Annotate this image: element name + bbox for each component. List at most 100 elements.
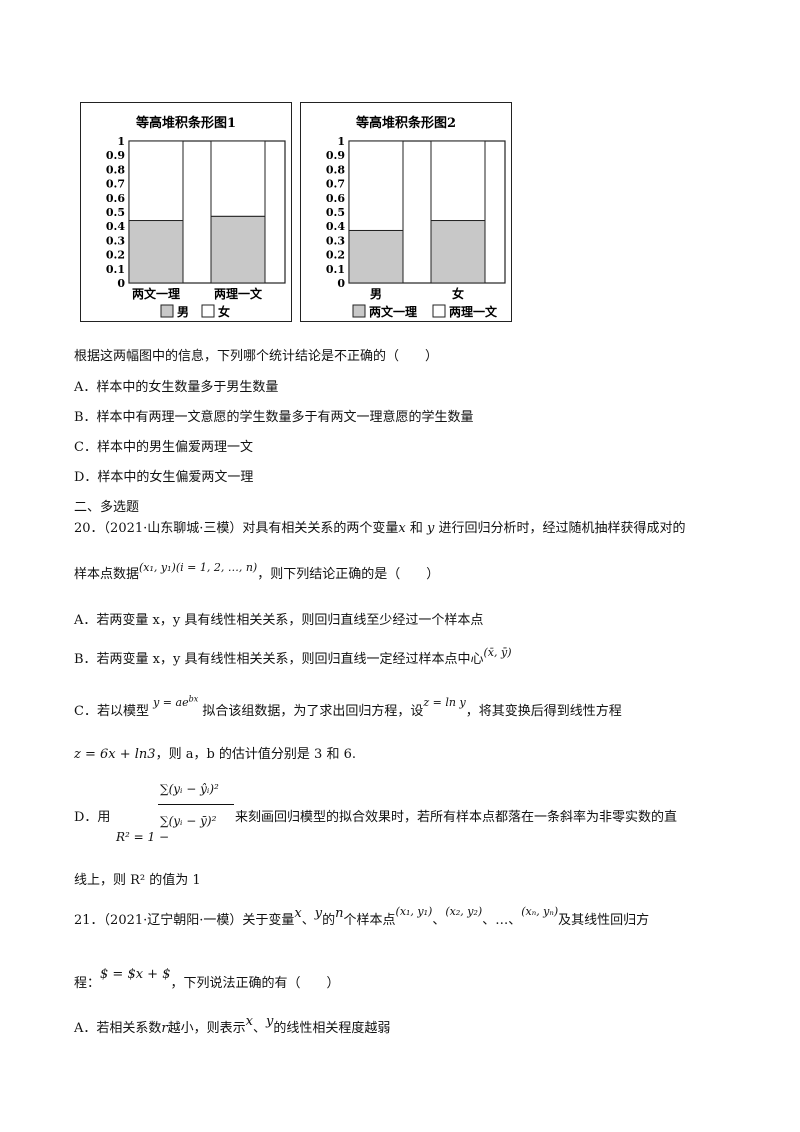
q20-option-b-text: B．若两变量 x，y 具有线性相关关系，则回归直线一定经过样本点中心 [74,652,484,667]
q20-sub-math: z = ln y [423,696,466,709]
bar-segment-两理一文 [430,140,486,222]
q21-sep3: 、 [482,913,496,928]
chart-title: 等高堆积条形图1 [135,115,236,131]
q21-option-a-text1: A．若相关系数 [74,1021,162,1036]
q20-option-d: D．用 [74,810,111,825]
q20-option-c-line2: z = 6x + ln3，则 a，b 的估计值分别是 3 和 6. [74,743,356,762]
legend-swatch [432,304,446,318]
x-category-label: 两理一文 [214,286,263,301]
y-tick-label: 0 [337,277,345,290]
q20-line1-rest: 进行回归分析时，经过随机抽样获得成对的 [434,521,686,536]
y-tick-label: 0.4 [106,220,125,233]
bar-segment-女 [128,140,184,222]
chart-title: 等高堆积条形图2 [355,115,456,131]
q21-line2-text: 程： [74,976,101,991]
q21-point-1: (x₁, y₁) [395,905,433,918]
legend-swatch [201,304,215,318]
q21-var-r: r [161,1021,168,1036]
q20-line1-text: 20．（2021·山东聊城·三模）对具有相关关系的两个变量 [74,521,399,536]
q20-model-base: y = ae [153,696,189,709]
chart-1-svg: 等高堆积条形图1 00.10.2 0.30.40.50.60.7 0.80.91 两文一… [106,115,286,319]
q21-line1: 21．（2021·辽宁朝阳·一模）关于变量x、y的n个样本点(x₁, y₁)、(… [74,905,650,928]
chart-2-svg: 等高堆积条形图2 00.10.2 0.30.40.50.60.7 0.80.91 男 女两… [326,115,506,319]
q20-model-exp: bx [188,694,199,704]
y-tick-label: 1 [337,135,345,148]
legend-label: 女 [218,304,230,319]
y-tick-label: 0.5 [106,206,125,219]
q19-option-c: C．样本中的男生偏爱两理一文 [74,440,253,455]
q21-point-2: (x₂, y₂) [445,905,483,918]
q21-option-a-text3: 的线性相关程度越弱 [273,1021,391,1036]
bar-segment-两文一理 [430,220,486,284]
q21-var-x: x [294,906,302,921]
numerator: ∑(yᵢ − ŷᵢ)² [160,782,219,796]
q20-option-b: B．若两变量 x，y 具有线性相关关系，则回归直线一定经过样本点中心(x̄, ȳ… [74,646,512,667]
q21-dots: … [495,913,509,928]
bar-segment-男 [210,215,266,284]
q20-model-math: y = aebx [153,694,199,709]
y-tick-label: 0.2 [326,249,345,262]
q20-var-y: y [427,521,435,536]
q20-and: 和 [405,521,428,536]
q21-a-var-x: x [245,1014,253,1029]
q21-line2: 程：$ = $x + $，下列说法正确的有（ ） [74,967,340,991]
x-category-label: 两文一理 [132,286,180,301]
y-tick-label: 0.2 [106,249,125,262]
y-tick-label: 0.8 [326,163,345,176]
q21-var-n: n [335,906,344,921]
fraction-bar [158,804,234,805]
legend-swatch [160,304,174,318]
q21-a-var-y: y [265,1014,274,1029]
q20-option-d-line2: 线上，则 R² 的值为 1 [74,873,201,888]
legend-label: 两理一文 [449,304,498,319]
legend-swatch [352,304,366,318]
formula-lhs: R² = 1 − [116,830,170,844]
q21-line1-end: 及其线性回归方 [558,913,650,928]
q21-equation: $ = $x + $ [100,967,171,982]
q20-line2: 样本点数据(x₁, y₁)(i = 1, 2, …, n)，则下列结论正确的是（… [74,561,440,582]
y-tick-label: 0.9 [326,149,345,162]
q19-stem: 根据这两幅图中的信息，下列哪个统计结论是不正确的（ ） [74,349,439,364]
y-tick-label: 0.3 [326,234,345,247]
y-tick-label: 0.7 [106,178,125,191]
q21-de: 的 [322,913,336,928]
q19-option-a: A．样本中的女生数量多于男生数量 [74,380,279,395]
q20-line2-rest: ，则下列结论正确的是（ ） [257,567,440,582]
y-tick-label: 0.1 [326,263,345,276]
y-tick-label: 0.6 [326,192,345,205]
q20-option-c-text1: C．若以模型 [74,704,149,719]
q21-line2-rest: ，下列说法正确的有（ ） [170,976,340,991]
q21-option-a: A．若相关系数r越小，则表示x、y的线性相关程度越弱 [74,1014,391,1036]
q20-line2-text: 样本点数据 [74,567,140,582]
denominator: ∑(yᵢ − ȳ)² [160,814,217,828]
q21-sep2: 、 [432,913,446,928]
q21-sep1: 、 [301,913,315,928]
y-tick-label: 0.8 [106,163,125,176]
q20-var-x: x [398,521,406,536]
q21-point-n: (xₙ, yₙ) [521,905,559,918]
x-category-label: 女 [452,286,464,301]
y-tick-label: 0.1 [106,263,125,276]
chart-2: 等高堆积条形图2 0 0.1 0.2 0.3 0.4 0.5 0.6 0.7 0.8 0.9 1 男 女两… [300,102,512,322]
q20-center-math: (x̄, ȳ) [483,646,512,659]
q19-option-d: D．样本中的女生偏爱两文一理 [74,470,254,485]
legend-label: 两文一理 [369,304,417,319]
y-tick-label: 0.6 [106,192,125,205]
y-tick-label: 0.3 [106,234,125,247]
bar-segment-男 [128,220,184,284]
q21-sep4: 、 [508,913,522,928]
y-tick-label: 1 [117,135,125,148]
section-heading: 二、多选题 [74,500,140,515]
y-tick-label: 0.4 [326,220,345,233]
q20-option-c: C．若以模型 y = aebx 拟合该组数据，为了求出回归方程，设z = ln … [74,694,622,719]
q20-option-d-rest: 来刻画回归模型的拟合效果时，若所有样本点都落在一条斜率为非零实数的直 [235,810,678,825]
x-category-label: 男 [370,287,382,301]
chart-1: 等高堆积条形图1 0 0.1 0.2 0.3 0.4 0.5 0.6 0.7 0.8 0.9 1 两文一… [80,102,292,322]
q21-line1-mid: 个样本点 [343,913,396,928]
bar-segment-两理一文 [348,140,404,231]
q19-option-b: B．样本中有两理一文意愿的学生数量多于有两文一理意愿的学生数量 [74,410,474,425]
r-squared-formula: R² = 1 − ∑(yᵢ − ŷᵢ)² ∑(yᵢ − ȳ)² [116,778,238,850]
bar-segment-女 [210,140,266,217]
legend-label: 男 [177,305,189,319]
q21-a-sep: 、 [252,1021,266,1036]
